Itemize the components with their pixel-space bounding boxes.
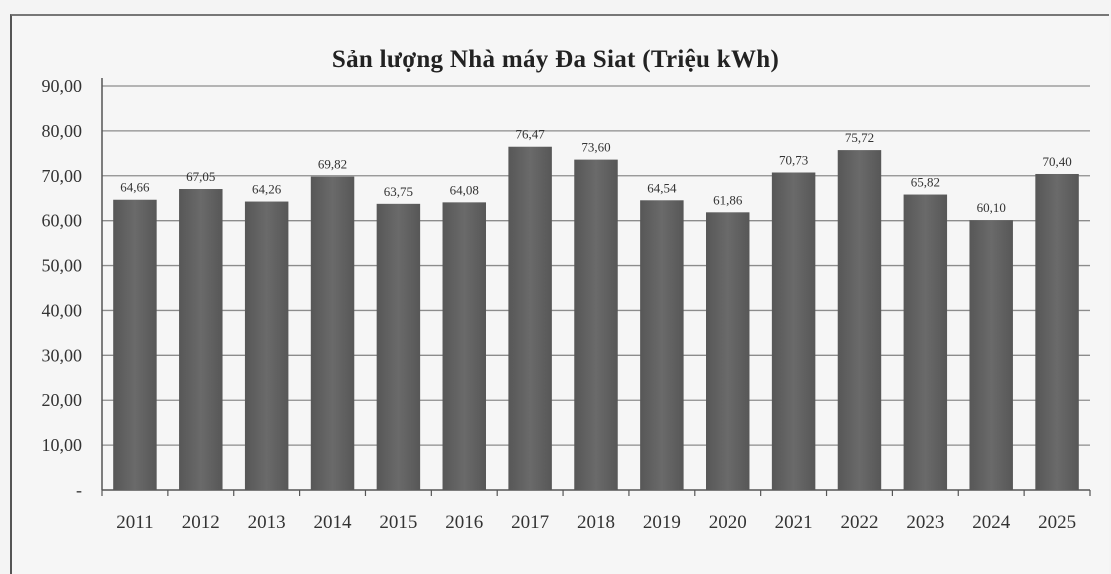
y-tick-label: 30,00 [42,345,83,365]
bar [508,146,552,490]
x-tick-label: 2023 [906,512,944,533]
x-tick-label: 2021 [775,512,813,533]
bar [244,201,289,490]
y-tick-label: 10,00 [42,435,83,455]
x-tick-label: 2013 [248,512,286,533]
data-label: 64,66 [120,180,150,195]
data-label: 65,82 [911,175,940,190]
data-label: 60,10 [977,200,1006,215]
y-tick-label: 60,00 [42,211,83,231]
data-label: 76,47 [516,127,546,142]
y-tick-label: 20,00 [42,390,83,410]
x-tick-label: 2022 [840,512,878,533]
x-tick-label: 2012 [182,512,220,533]
bar [376,203,421,491]
bar [179,189,223,490]
bar [903,194,948,491]
data-label: 73,60 [581,140,610,155]
bar [113,199,157,490]
x-tick-label: 2017 [511,512,549,533]
bar [640,200,684,490]
x-tick-label: 2011 [116,512,153,533]
bar [1035,173,1079,490]
data-label: 70,73 [779,153,808,168]
y-tick-label: 90,00 [42,76,83,96]
bar [705,212,750,491]
y-tick-label: - [76,480,82,500]
y-tick-label: 50,00 [42,256,83,276]
data-label: 61,86 [713,192,743,207]
bar [771,172,816,490]
data-label: 64,26 [252,182,282,197]
x-tick-label: 2020 [709,512,747,533]
chart-title: Sản lượng Nhà máy Đa Siat (Triệu kWh) [331,46,780,73]
x-tick-label: 2018 [577,512,615,533]
x-tick-label: 2024 [972,512,1011,533]
data-label: 75,72 [845,130,874,145]
x-tick-label: 2015 [379,512,417,533]
data-label: 64,08 [450,182,479,197]
data-label: 69,82 [318,157,347,172]
y-tick-label: 80,00 [42,121,83,141]
bar [574,159,618,490]
x-tick-label: 2014 [314,512,353,533]
x-tick-label: 2016 [445,512,483,533]
bar [969,220,1013,490]
data-label: 70,40 [1042,154,1071,169]
y-tick-label: 70,00 [42,166,83,186]
data-label: 67,05 [186,169,215,184]
x-tick-label: 2025 [1038,512,1076,533]
bar [310,176,355,490]
x-tick-label: 2019 [643,512,681,533]
data-label: 64,54 [647,180,677,195]
y-tick-label: 40,00 [42,300,83,320]
bar [442,202,487,491]
bar [837,150,882,491]
data-label: 63,75 [384,184,413,199]
